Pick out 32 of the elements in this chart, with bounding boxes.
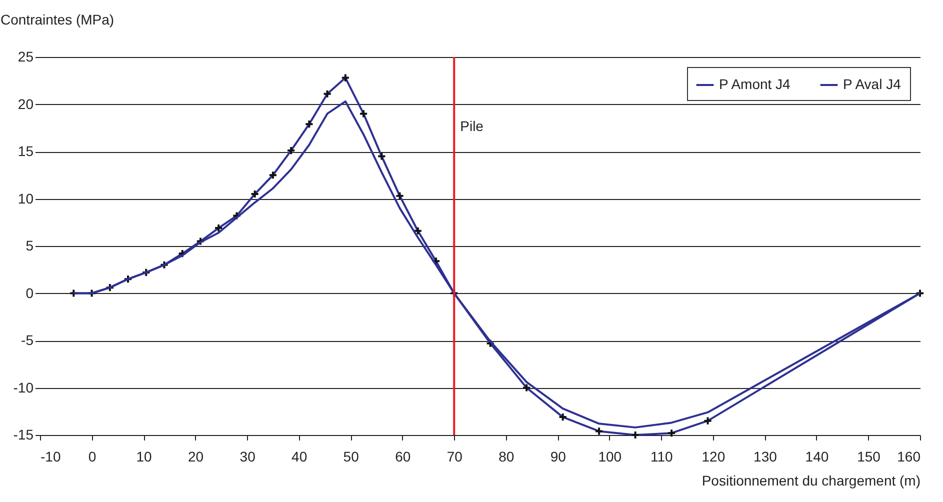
ref-line-label: Pile (460, 118, 484, 134)
x-tick-label: 120 (702, 448, 726, 464)
legend-label: P Amont J4 (719, 76, 791, 92)
x-tick-label: 130 (754, 448, 778, 464)
x-tick-label: 60 (395, 448, 411, 464)
x-tick-label: 160 (897, 448, 921, 464)
y-axis-title: Contraintes (MPa) (0, 12, 114, 28)
x-tick-label: 110 (650, 448, 674, 464)
x-tick-label: -10 (40, 448, 61, 464)
x-tick-label: 0 (88, 448, 96, 464)
legend-label: P Aval J4 (843, 76, 902, 92)
y-tick-label: 5 (26, 238, 34, 254)
x-tick-label: 20 (188, 448, 204, 464)
y-tick-label: 20 (18, 96, 34, 112)
y-tick-label: 15 (18, 143, 34, 159)
x-tick-label: 100 (598, 448, 622, 464)
x-tick-label: 40 (292, 448, 308, 464)
y-tick-label: -15 (13, 426, 34, 442)
x-tick-label: 90 (550, 448, 566, 464)
x-tick-label: 30 (240, 448, 256, 464)
x-tick-label: 150 (857, 448, 881, 464)
y-tick-label: 0 (26, 284, 34, 301)
y-tick-label: 25 (18, 48, 34, 64)
x-tick-label: 50 (343, 448, 360, 464)
x-tick-label: 140 (805, 448, 829, 464)
y-tick-label: -10 (13, 379, 34, 396)
y-tick-label: 10 (18, 190, 34, 206)
y-tick-label: -5 (21, 332, 34, 348)
x-axis-title: Positionnement du chargement (m) (702, 472, 920, 488)
x-tick-label: 10 (136, 448, 152, 464)
x-tick-label: 70 (446, 448, 463, 464)
x-tick-label: 80 (498, 448, 514, 464)
